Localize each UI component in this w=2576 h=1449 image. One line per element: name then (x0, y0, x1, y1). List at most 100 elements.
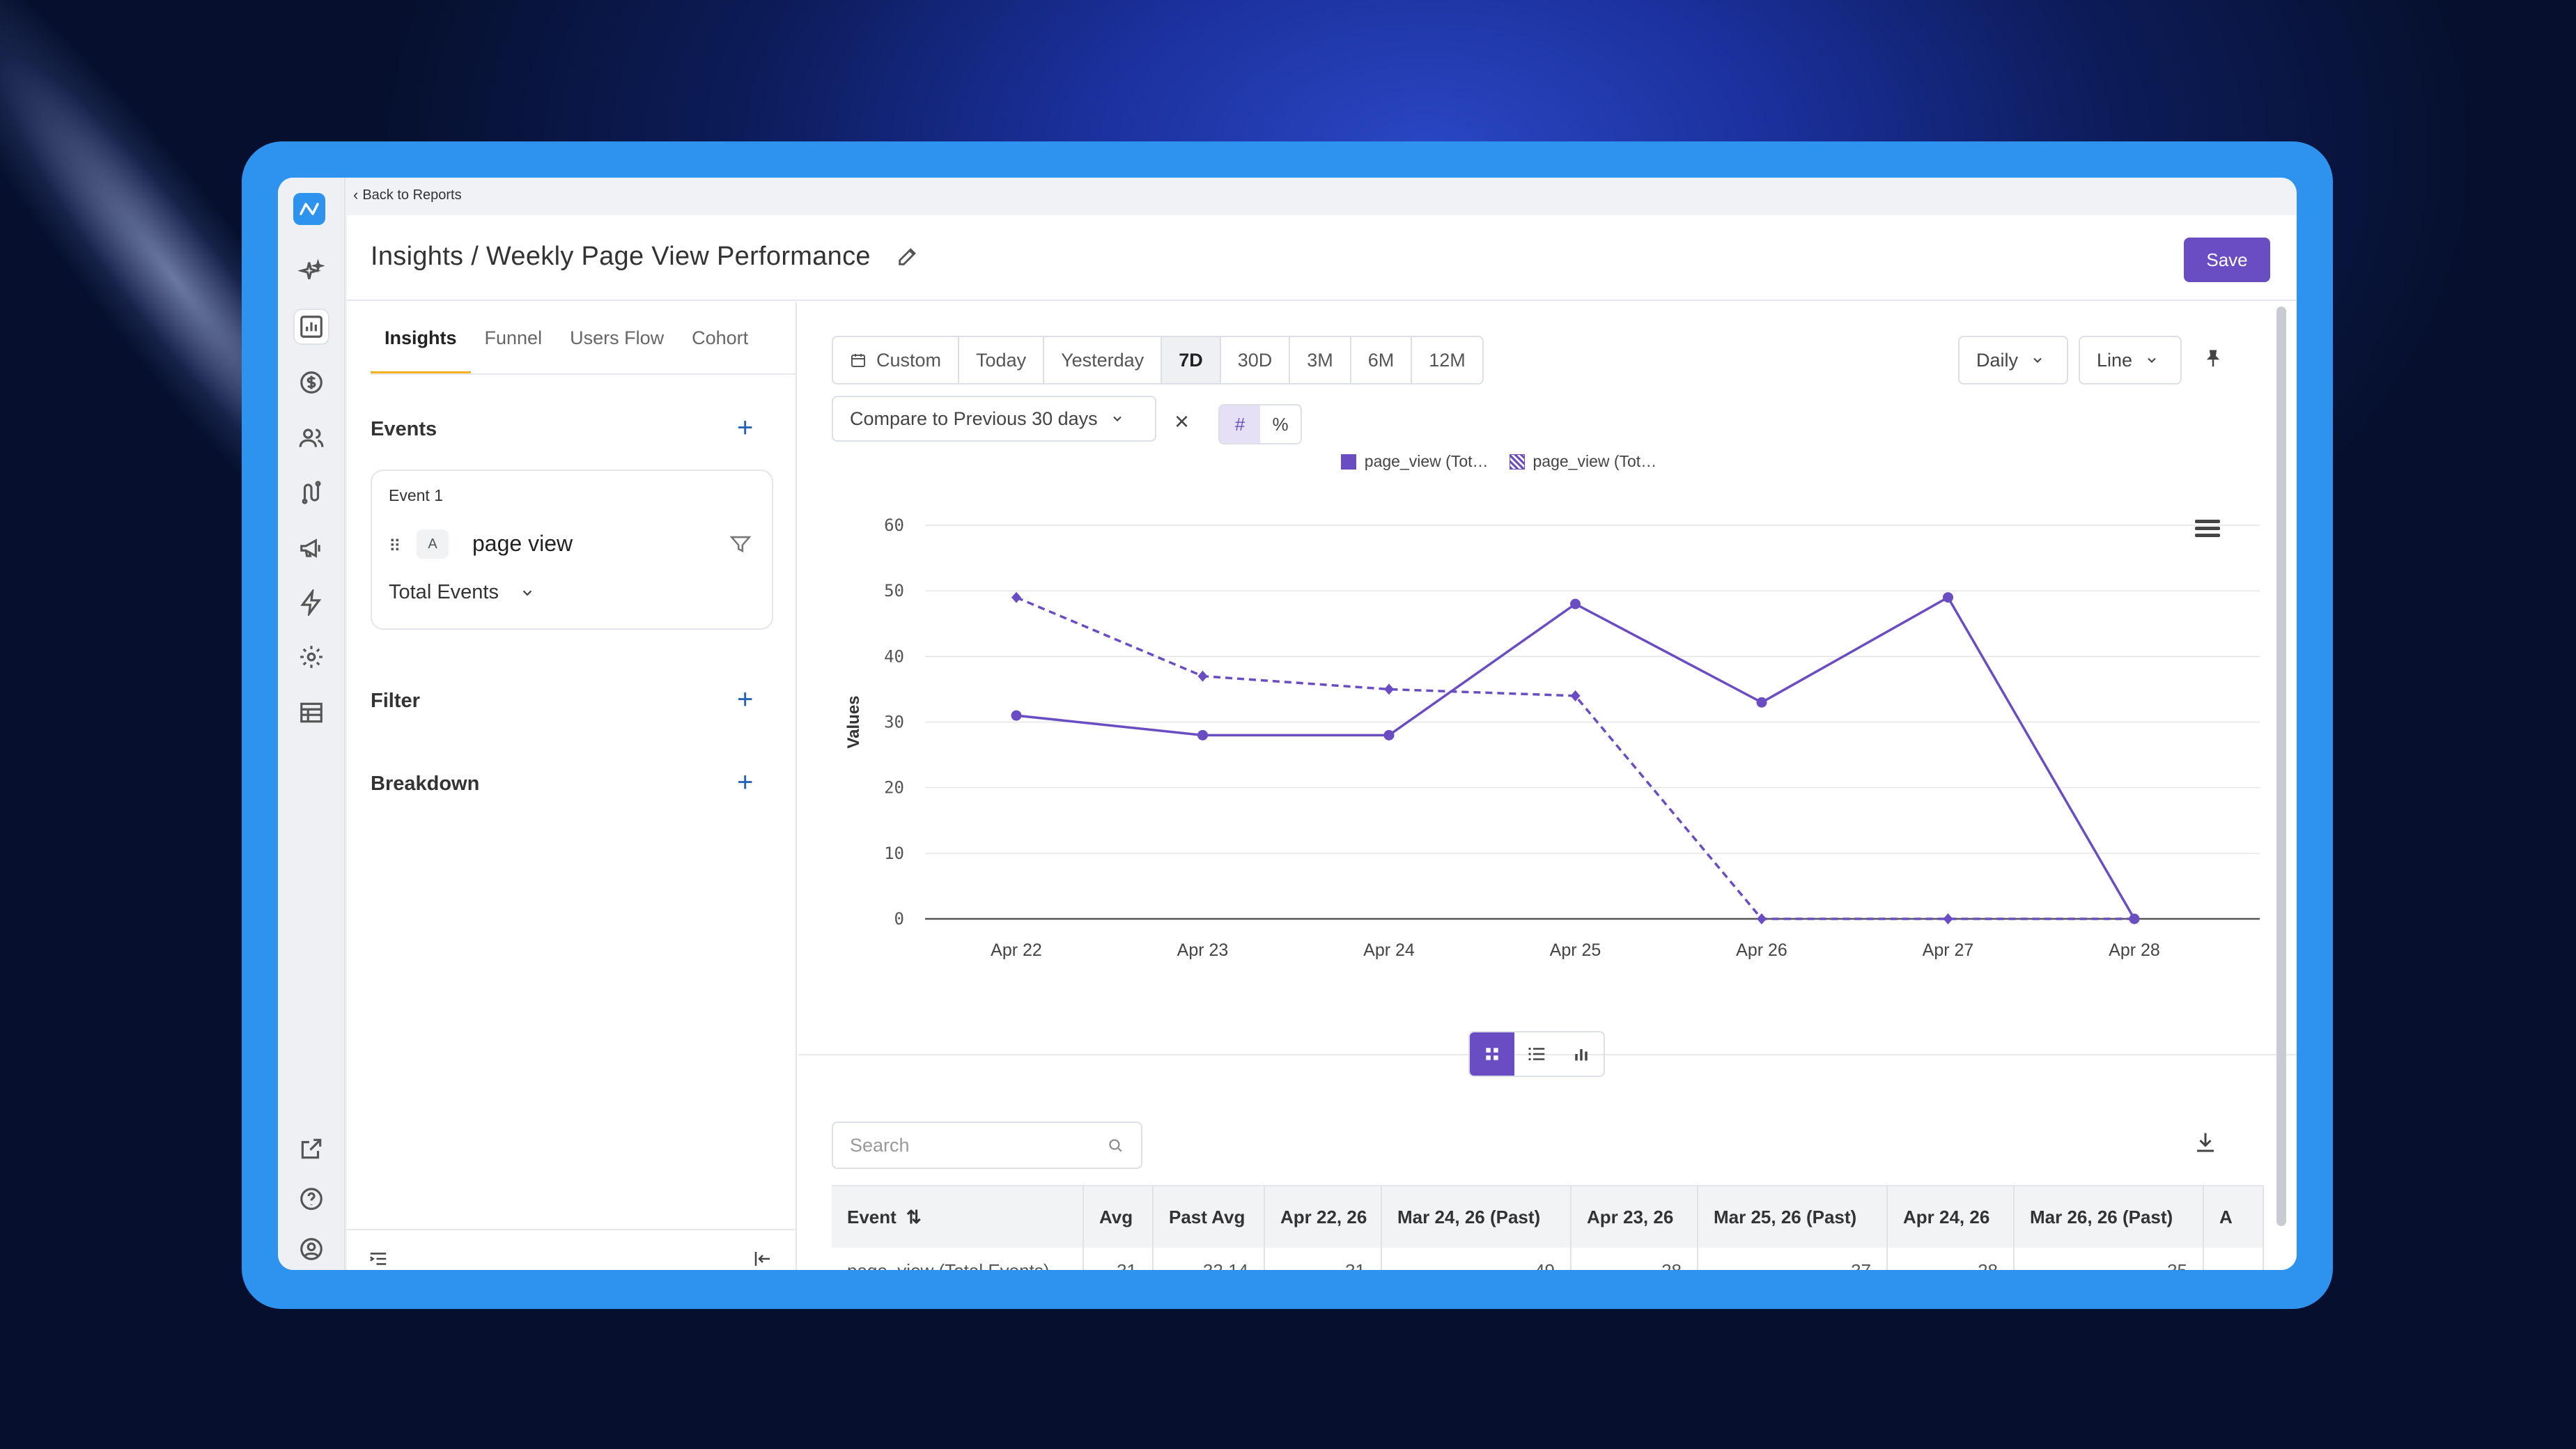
builder-tabs: Insights Funnel Users Flow Cohort (371, 302, 762, 374)
add-breakdown-plus-icon[interactable]: + (737, 767, 754, 798)
series-line-current (1016, 596, 2136, 920)
gear-icon[interactable] (293, 639, 329, 675)
help-icon[interactable] (293, 1181, 329, 1217)
interval-dropdown[interactable]: Daily (1958, 336, 2068, 385)
drag-handle-icon[interactable]: ⠿ (389, 537, 401, 556)
tab-cohort[interactable]: Cohort (692, 327, 749, 348)
range-today[interactable]: Today (959, 337, 1045, 383)
table-search-input[interactable]: Search (832, 1122, 1142, 1169)
pin-icon[interactable] (2203, 347, 2224, 371)
range-6m[interactable]: 6M (1351, 337, 1413, 383)
clear-compare-close-icon[interactable]: × (1174, 407, 1190, 435)
x-tick-label: Apr 23 (1177, 940, 1229, 960)
table-row: page_view (Total Events)3132.14314928372… (832, 1248, 2264, 1270)
table-header: Event ⇅ Avg Past Avg Apr 22, 26 Mar 24, 26 (… (832, 1185, 2264, 1248)
chevron-down-icon (1112, 416, 1122, 421)
chart-type-dropdown[interactable]: Line (2079, 336, 2182, 385)
app-window: ‹ Back to Reports Insights / Weekly Page… (278, 178, 2297, 1270)
vertical-scrollbar[interactable] (2276, 307, 2286, 1226)
series-point-current (1756, 697, 1767, 708)
range-12m[interactable]: 12M (1429, 349, 1466, 371)
expand-list-icon[interactable] (366, 1248, 390, 1269)
date-range-selector: Custom Today Yesterday 7D 30D 3M 6M 12M (832, 336, 1484, 385)
column-header[interactable]: Mar 24, 26 (Past) (1382, 1186, 1572, 1248)
back-label: Back to Reports (362, 187, 462, 203)
percent-toggle[interactable]: % (1272, 413, 1289, 435)
y-tick-label: 60 (884, 516, 904, 535)
dollar-icon[interactable] (293, 364, 329, 401)
range-3m[interactable]: 3M (1290, 337, 1351, 383)
table-cell: 31 (1084, 1248, 1154, 1270)
report-header: Insights / Weekly Page View Performance … (347, 215, 2297, 301)
account-icon[interactable] (293, 1231, 329, 1267)
legend-item-current[interactable]: page_view (Tot… (1340, 452, 1489, 471)
chart-menu-icon (2195, 527, 2220, 530)
app-logo[interactable] (293, 193, 325, 225)
flow-icon[interactable] (293, 474, 329, 511)
browser-frame: ‹ Back to Reports Insights / Weekly Page… (242, 141, 2333, 1309)
tab-insights[interactable]: Insights (371, 302, 471, 374)
series-point-past (1197, 670, 1208, 682)
column-header[interactable]: Past Avg (1154, 1186, 1265, 1248)
download-icon[interactable] (2193, 1130, 2218, 1155)
legend-item-past[interactable]: page_view (Tot… (1509, 452, 1656, 471)
compare-dropdown[interactable]: Compare to Previous 30 days (832, 396, 1156, 442)
range-yesterday[interactable]: Yesterday (1044, 337, 1163, 383)
bar-view-icon[interactable] (1559, 1032, 1604, 1076)
external-link-icon[interactable] (293, 1131, 329, 1167)
column-header[interactable]: Apr 23, 26 (1572, 1186, 1698, 1248)
column-header[interactable]: Event ⇅ (832, 1186, 1084, 1248)
filter-funnel-icon[interactable] (729, 532, 752, 556)
y-tick-label: 50 (884, 581, 904, 600)
table-cell: 28 (1572, 1248, 1698, 1270)
save-button[interactable]: Save (2184, 238, 2270, 282)
event-name[interactable]: page view (472, 531, 573, 556)
users-icon[interactable] (293, 420, 329, 456)
back-to-reports-link[interactable]: ‹ Back to Reports (353, 186, 462, 204)
event-letter-badge: A (417, 529, 449, 559)
column-header[interactable]: Apr 22, 26 (1265, 1186, 1382, 1248)
sort-icon[interactable]: ⇅ (906, 1206, 922, 1227)
table-cell: 32.14 (1154, 1248, 1265, 1270)
event-card: Event 1 ⠿ A page view Total Events (371, 470, 773, 630)
edit-pencil-icon[interactable] (896, 245, 920, 268)
measure-select[interactable]: Total Events (389, 581, 535, 604)
x-tick-label: Apr 22 (991, 940, 1042, 960)
table-icon[interactable] (293, 695, 329, 731)
sparkle-icon[interactable] (293, 254, 329, 290)
x-tick-label: Apr 27 (1923, 940, 1974, 960)
reports-icon[interactable] (293, 309, 329, 345)
megaphone-icon[interactable] (293, 530, 329, 566)
column-header[interactable]: Mar 25, 26 (Past) (1698, 1186, 1888, 1248)
range-custom[interactable]: Custom (833, 337, 960, 383)
table-cell: 31 (1265, 1248, 1382, 1270)
column-header[interactable]: Mar 26, 26 (Past) (2015, 1186, 2204, 1248)
absolute-toggle[interactable]: # (1220, 405, 1260, 443)
breakdown-heading: Breakdown (371, 773, 480, 795)
range-7d[interactable]: 7D (1162, 337, 1221, 383)
table-cell: page_view (Total Events) (832, 1248, 1084, 1270)
lightning-icon[interactable] (293, 584, 329, 621)
x-tick-label: Apr 26 (1736, 940, 1787, 960)
chart-panel: Custom Today Yesterday 7D 30D 3M 6M 12M … (798, 302, 2297, 1270)
range-30d[interactable]: 30D (1221, 337, 1291, 383)
legend-swatch-hatched (1509, 454, 1525, 470)
chevron-down-icon (2033, 357, 2042, 363)
line-chart: 0 10 20 30 40 50 60 Apr 22 Apr 23 Apr 24 Apr 25 Apr… (844, 516, 2260, 960)
add-filter-plus-icon[interactable]: + (737, 684, 754, 715)
series-point-past (1570, 690, 1581, 702)
legend-swatch-solid (1340, 454, 1356, 470)
grid-view-icon[interactable] (1470, 1032, 1514, 1076)
filter-heading: Filter (371, 690, 420, 712)
collapse-panel-icon[interactable] (750, 1248, 776, 1269)
series-point-current (1383, 729, 1395, 741)
column-header[interactable]: A (2204, 1186, 2264, 1248)
value-mode-toggle: # % (1218, 404, 1302, 444)
column-header[interactable]: Apr 24, 26 (1888, 1186, 2015, 1248)
column-header[interactable]: Avg (1084, 1186, 1154, 1248)
list-view-icon[interactable] (1514, 1032, 1559, 1076)
y-tick-label: 40 (884, 646, 904, 666)
tab-users-flow[interactable]: Users Flow (570, 327, 665, 348)
tab-funnel[interactable]: Funnel (484, 327, 543, 348)
add-event-plus-icon[interactable]: + (737, 412, 754, 443)
